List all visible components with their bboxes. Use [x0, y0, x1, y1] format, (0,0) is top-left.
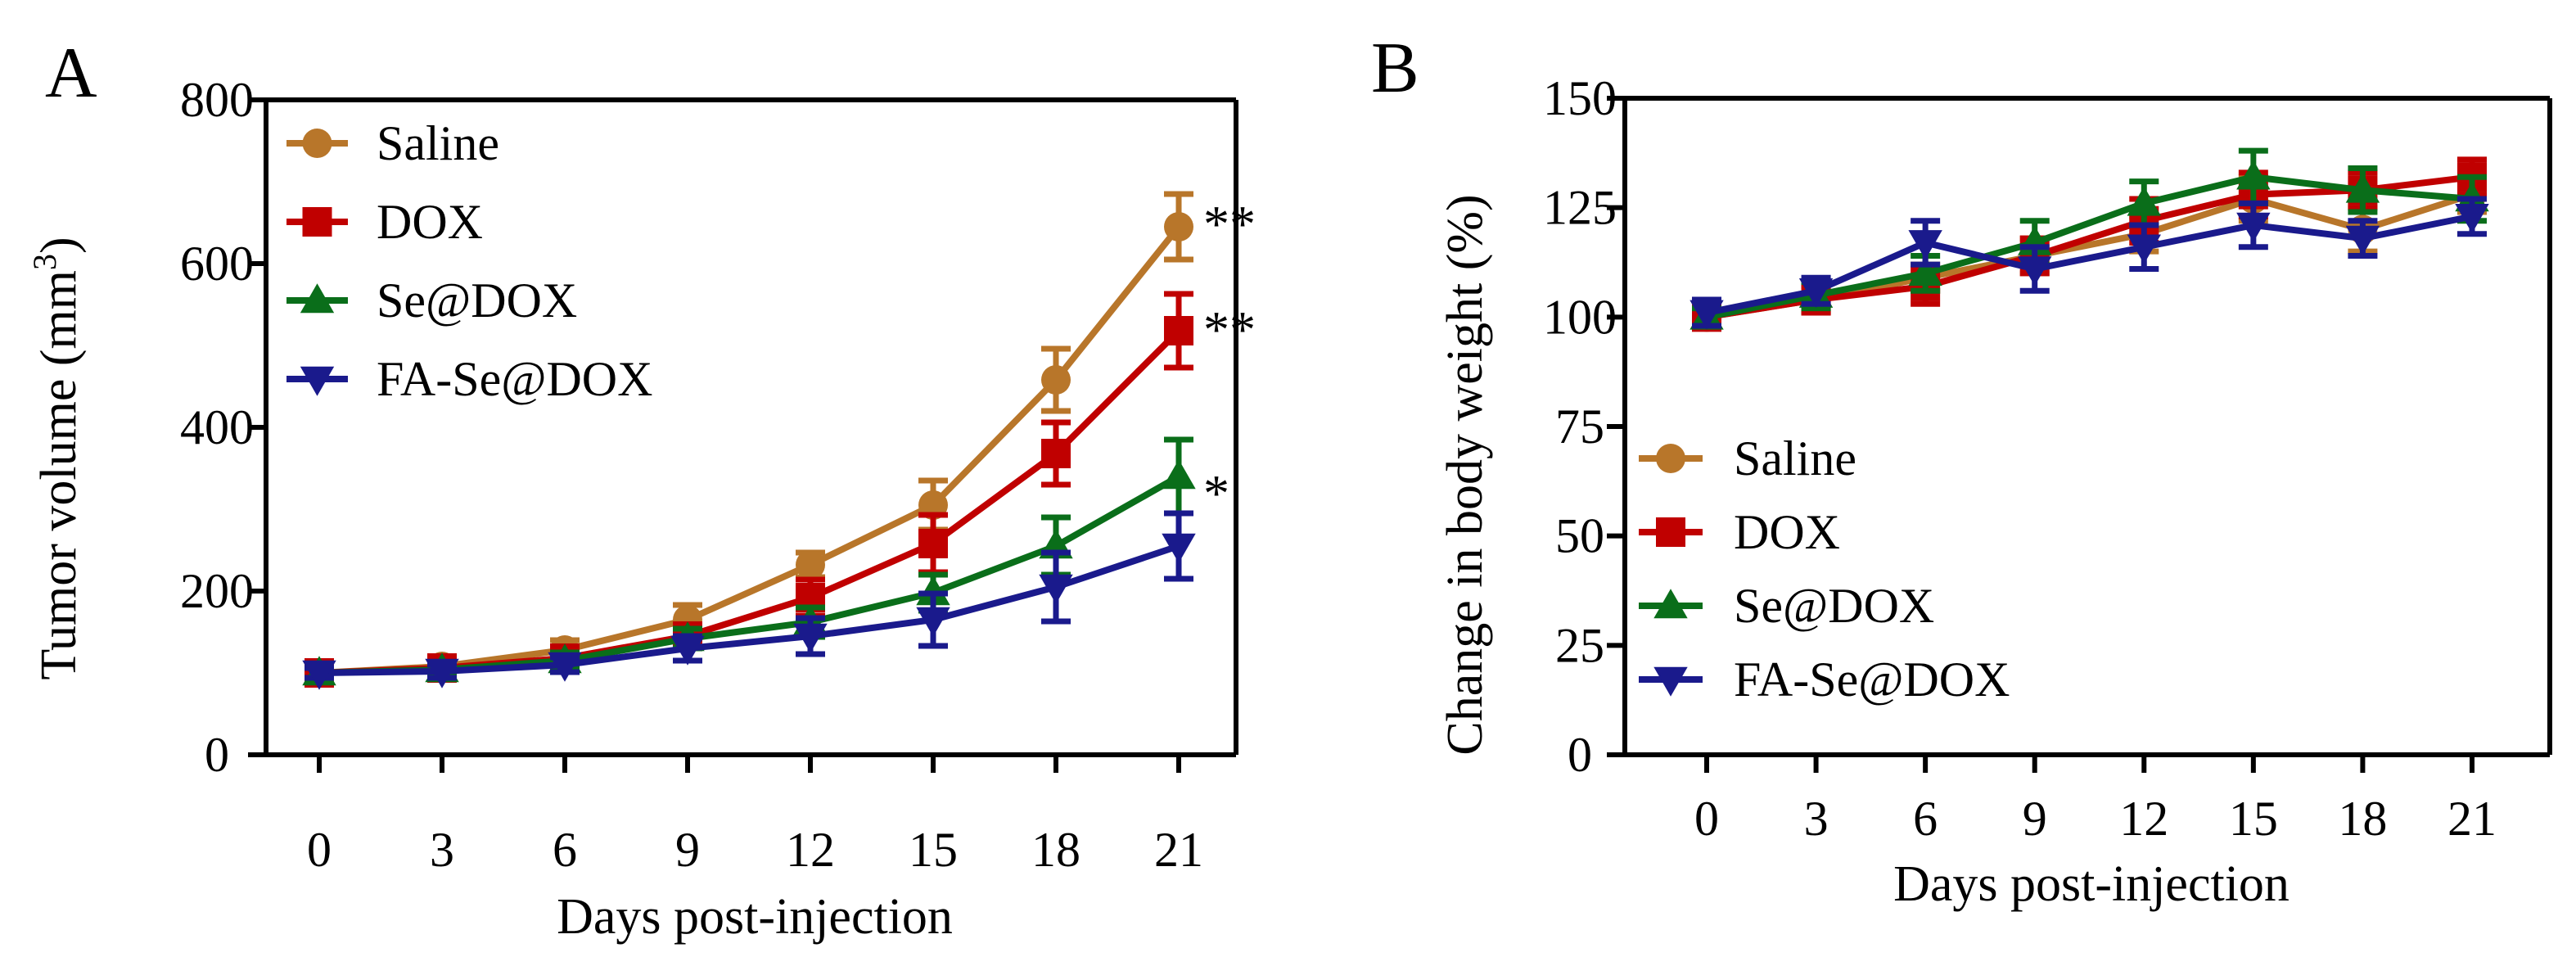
- panel-b-x-tick-label: 3: [1804, 792, 1829, 846]
- panel-a-chart: 0 200 400 600 800 0 3 6 9 12 15 18 21 Saline DOX Se@DOX…: [180, 73, 1256, 877]
- panel-a-legend-label: DOX: [377, 195, 483, 249]
- panel-a-y-tick-label: 200: [180, 564, 254, 618]
- panel-a-x-tick-label: 6: [553, 823, 577, 877]
- panel-b-x-tick-label: 15: [2229, 792, 2278, 846]
- panel-b-data-point: [1798, 278, 1834, 308]
- panel-b-legend-label: Saline: [1734, 431, 1856, 485]
- panel-a-significance-star: **: [1203, 195, 1256, 253]
- panel-b-y-tick-label: 0: [1568, 728, 1592, 782]
- panel-b-data-point: [2127, 186, 2161, 216]
- panel-b-data-point: [2236, 160, 2271, 190]
- panel-a-xlabel: Days post-injection: [557, 889, 953, 945]
- panel-a-y-tick-label: 800: [180, 73, 254, 127]
- panel-a-x-tick-label: 3: [430, 823, 454, 877]
- panel-b-series-fa-se-dox: [1690, 196, 2489, 330]
- panel-a-y-tick-label: 0: [205, 728, 229, 782]
- panel-a-data-point: [1164, 212, 1193, 242]
- panel-a-legend-label: Saline: [377, 116, 499, 170]
- panel-b-legend-marker: [1653, 666, 1688, 697]
- panel-b-series-line: [1706, 213, 2473, 316]
- panel-b-x-tick-label: 12: [2119, 792, 2168, 846]
- panel-a-x-tick-label: 9: [675, 823, 700, 877]
- panel-a-data-point: [425, 658, 459, 688]
- panel-a-ylabel-sup: 3: [26, 254, 63, 270]
- panel-b-x-tick-label: 9: [2023, 792, 2047, 846]
- panel-b-legend-label: DOX: [1734, 505, 1840, 559]
- panel-a-data-point: [1162, 533, 1196, 563]
- panel-b-y-tick-label: 125: [1543, 181, 1617, 235]
- panel-a-data-point: [1041, 365, 1071, 395]
- panel-b-x-tick-label: 18: [2338, 792, 2387, 846]
- panel-b-y-tick-label: 25: [1555, 618, 1604, 672]
- panel-b-x-tick-label: 0: [1694, 792, 1719, 846]
- panel-b-data-point: [1908, 256, 1942, 287]
- panel-a-data-point: [793, 623, 828, 653]
- panel-b-legend-label: FA-Se@DOX: [1734, 652, 2010, 706]
- panel-b-x-tick-label: 6: [1913, 792, 1938, 846]
- panel-a-x-tick-label: 18: [1031, 823, 1080, 877]
- panel-a-data-point: [916, 607, 950, 637]
- panel-a-significance-star: *: [1203, 464, 1229, 522]
- panel-b-x-tick-label: 21: [2447, 792, 2497, 846]
- panel-a-ylabel: Tumor volume (mm3): [26, 237, 87, 679]
- panel-a-label: A: [45, 34, 97, 113]
- panel-a-legend-marker: [302, 207, 332, 237]
- panel-a-y-tick-label: 400: [180, 400, 254, 454]
- panel-a-data-point: [548, 652, 582, 682]
- panel-a-legend-marker: [300, 283, 335, 314]
- panel-b-legend-marker: [1656, 517, 1685, 547]
- panel-a-significance-star: **: [1203, 300, 1256, 359]
- panel-b-data-point: [1690, 300, 1724, 330]
- panel-b-data-point: [2236, 212, 2271, 242]
- panel-a-data-point: [918, 529, 948, 558]
- panel-a-series-se-dox: [302, 436, 1196, 686]
- panel-a-series-fa-se-dox: [302, 510, 1196, 690]
- panel-b-ylabel: Change in body weight (%): [1437, 194, 1493, 755]
- panel-b-label: B: [1371, 29, 1419, 108]
- panel-b-legend-label: Se@DOX: [1734, 579, 1934, 633]
- panel-a-data-point: [302, 660, 336, 690]
- panel-b-chart: 0 25 50 75 100 125 150 0 3 6 9 12 15 18 21 Saline DOX Se@…: [1543, 71, 2552, 846]
- panel-a-data-point: [1039, 574, 1073, 604]
- panel-a-data-point: [796, 550, 825, 580]
- panel-b-series-line: [1706, 174, 2473, 321]
- panel-b-data-point: [1908, 230, 1942, 260]
- panel-b-data-point: [2345, 225, 2380, 255]
- panel-b-xlabel: Days post-injection: [1893, 856, 2290, 912]
- panel-a-x-tick-label: 0: [307, 823, 332, 877]
- panel-b-y-tick-label: 100: [1543, 290, 1617, 344]
- panel-a-data-point: [1041, 439, 1071, 468]
- panel-b-data-point: [2127, 234, 2161, 264]
- panel-b-y-tick-label: 50: [1555, 509, 1604, 563]
- panel-a-data-point: [670, 635, 705, 666]
- panel-b-legend-marker: [1656, 444, 1685, 473]
- panel-a-ylabel-main: Tumor volume (mm: [31, 270, 87, 680]
- panel-a-legend-marker: [302, 129, 332, 158]
- panel-a-ylabel-close: ): [31, 237, 87, 254]
- panel-a-x-tick-label: 21: [1154, 823, 1203, 877]
- panel-a-legend-label: Se@DOX: [377, 273, 577, 327]
- panel-a-series-line: [318, 543, 1180, 676]
- panel-a-x-tick-label: 12: [786, 823, 835, 877]
- panel-b-y-tick-label: 75: [1555, 399, 1604, 454]
- panel-a-x-tick-label: 15: [909, 823, 958, 877]
- panel-a-y-tick-label: 600: [180, 237, 254, 291]
- panel-a-data-point: [1162, 459, 1196, 490]
- panel-a-legend-label: FA-Se@DOX: [377, 352, 652, 406]
- panel-b-y-tick-label: 150: [1543, 71, 1617, 125]
- panel-b-data-point: [2345, 173, 2380, 203]
- panel-b-data-point: [2018, 256, 2052, 287]
- panel-b-legend-marker: [1653, 589, 1688, 619]
- panel-a-data-point: [916, 576, 950, 606]
- panel-a-legend-marker: [300, 366, 335, 396]
- panel-b-data-point: [2455, 204, 2489, 234]
- panel-a-data-point: [1164, 316, 1193, 345]
